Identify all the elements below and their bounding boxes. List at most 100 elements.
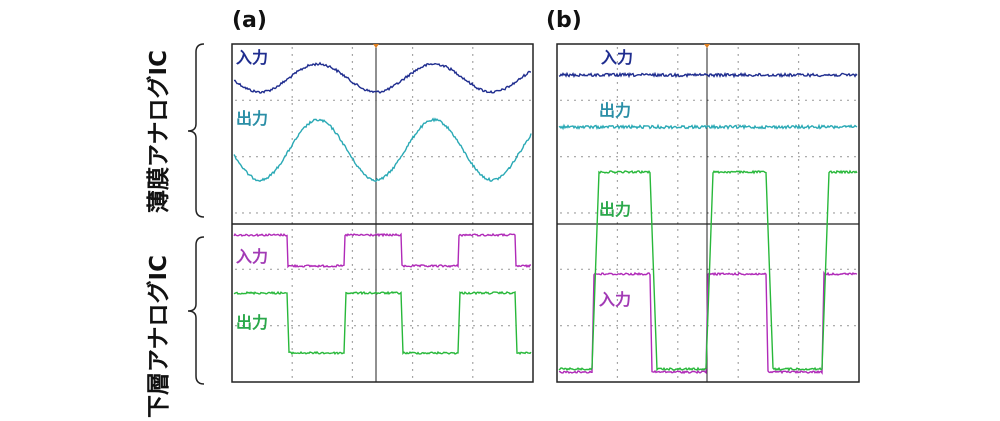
grid-dot (351, 299, 354, 301)
grid-dot (472, 271, 474, 273)
grid-dot (472, 173, 474, 175)
grid-dot (472, 348, 474, 350)
grid-dot (438, 99, 440, 102)
grid-dot (501, 325, 503, 327)
grid-dot (651, 268, 653, 270)
grid-dot (812, 212, 814, 214)
grid-dot (361, 268, 363, 270)
grid-dot (616, 159, 619, 161)
grid-dot (728, 325, 730, 327)
grid-dot (616, 292, 619, 294)
grid-dot (472, 103, 474, 105)
grid-dot (677, 229, 679, 231)
grid-dot (737, 257, 739, 259)
grid-dot (411, 320, 414, 322)
grid-dot (737, 299, 739, 301)
grid-dot (472, 124, 474, 126)
grid-dot (472, 47, 474, 49)
grid-dot (277, 99, 279, 102)
grid-dot (616, 243, 619, 245)
grid-dot (658, 268, 660, 270)
grid-dot (291, 285, 293, 287)
grid-dot (777, 325, 779, 327)
grid-dot (609, 325, 611, 327)
grid-dot (445, 268, 447, 270)
grid-dot (340, 268, 342, 270)
grid-dot (672, 99, 674, 102)
grid-dot (291, 201, 293, 203)
grid-dot (735, 212, 737, 214)
grid-dot (298, 99, 300, 102)
grid-dot (677, 250, 679, 252)
grid-dot (665, 325, 667, 327)
grid-dot (351, 327, 354, 329)
panel-b-input-flat-trace (558, 71, 858, 79)
grid-dot (677, 271, 679, 273)
grid-dot (291, 257, 293, 259)
grid-dot (472, 61, 474, 63)
grid-dot (737, 313, 739, 315)
grid-dot (677, 138, 679, 140)
grid-dot (567, 268, 569, 270)
grid-dot (677, 348, 679, 350)
grid-dot (677, 355, 679, 357)
grid-dot (677, 285, 679, 287)
grid-dot (616, 313, 619, 315)
label-b-input-top: 入力 (601, 48, 633, 67)
grid-dot (351, 75, 354, 77)
grid-dot (411, 145, 414, 147)
grid-dot (737, 138, 739, 140)
grid-dot (472, 243, 474, 245)
grid-dot (472, 285, 474, 287)
grid-dot (403, 325, 405, 327)
grid-dot (411, 68, 414, 70)
grid-dot (714, 212, 716, 214)
panel-a-scope: 入力 出力 入力 出力 (231, 43, 534, 383)
grid-dot (411, 103, 414, 105)
side-label-thin-film-ic: 薄膜アナログIC (145, 50, 172, 213)
grid-dot (291, 376, 293, 378)
grid-dot (700, 99, 702, 102)
grid-dot (487, 325, 489, 327)
grid-dot (411, 341, 414, 343)
grid-dot (501, 212, 503, 214)
grid-dot (784, 212, 786, 214)
grid-dot (291, 236, 293, 238)
grid-dot (411, 96, 414, 98)
grid-dot (679, 268, 681, 270)
grid-dot (351, 362, 354, 364)
grid-dot (263, 99, 265, 102)
grid-dot (351, 96, 354, 98)
grid-dot (742, 325, 744, 327)
grid-dot (616, 173, 619, 175)
grid-dot (291, 103, 293, 105)
grid-dot (396, 156, 398, 158)
grid-dot (616, 369, 619, 371)
grid-dot (819, 268, 821, 270)
grid-dot (411, 299, 414, 301)
grid-dot (417, 268, 419, 270)
grid-dot (616, 215, 619, 217)
grid-dot (242, 156, 244, 158)
grid-dot (737, 61, 739, 63)
grid-dot (410, 99, 412, 102)
grid-dot (361, 156, 363, 158)
grid-dot (707, 99, 709, 102)
grid-dot (277, 268, 279, 270)
grid-dot (602, 99, 604, 102)
grid-dot (763, 325, 765, 327)
grid-dot (291, 355, 293, 357)
grid-dot (737, 54, 739, 56)
grid-dot (368, 99, 370, 102)
grid-dot (588, 156, 590, 158)
grid-dot (737, 68, 739, 70)
panel-b-output-square-trace (558, 169, 858, 372)
grid-dot (581, 325, 583, 327)
grid-dot (798, 99, 800, 102)
grid-dot (389, 156, 391, 158)
grid-dot (291, 138, 293, 140)
grid-dot (616, 110, 619, 112)
grid-dot (677, 54, 679, 56)
grid-dot (410, 268, 412, 270)
grid-dot (411, 82, 414, 84)
